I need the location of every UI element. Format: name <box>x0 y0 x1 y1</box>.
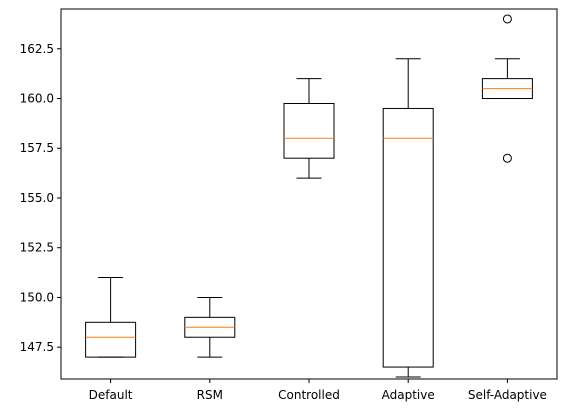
x-tick-label: Self-Adaptive <box>468 388 547 402</box>
y-tick-label: 157.5 <box>20 141 54 155</box>
y-tick-label: 147.5 <box>20 340 54 354</box>
plot-background <box>61 9 557 379</box>
x-axis: Default RSM Controlled Adaptive Self-Adaptiv… <box>89 379 547 402</box>
y-tick-label: 150.0 <box>20 290 54 304</box>
box-iqr <box>382 107 434 368</box>
box-group-adaptive <box>382 58 434 378</box>
plot-frame <box>60 8 558 380</box>
box-group-rsm <box>184 296 236 358</box>
box-iqr <box>283 102 335 159</box>
x-tick-label: Controlled <box>278 388 340 402</box>
y-tick-label: 152.5 <box>20 241 54 255</box>
x-tick-label: Adaptive <box>382 388 435 402</box>
y-tick-label: 162.5 <box>20 42 54 56</box>
x-tick-label: RSM <box>197 388 223 402</box>
x-tick-label: Default <box>89 388 133 402</box>
box-group-controlled <box>283 78 335 179</box>
y-axis: 147.5 150.0 152.5 155.0 157.5 160.0 162.5 <box>20 42 61 354</box>
box-iqr <box>85 321 137 358</box>
y-tick-label: 155.0 <box>20 191 54 205</box>
outlier-point <box>502 14 512 24</box>
y-tick-label: 160.0 <box>20 92 54 106</box>
boxes-layer <box>85 14 533 378</box>
box-group-default <box>85 277 137 358</box>
outlier-point <box>502 153 512 163</box>
box-group-self-adaptive <box>481 14 533 163</box>
